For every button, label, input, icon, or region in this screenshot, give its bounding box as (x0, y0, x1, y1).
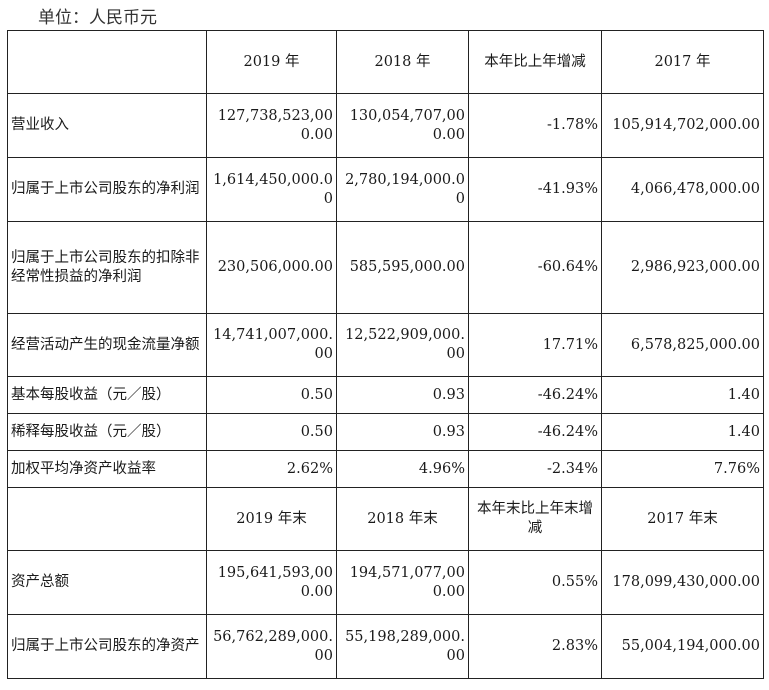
value-change: 0.55% (468, 550, 602, 615)
value-2017: 1.40 (601, 413, 764, 451)
value-change: 2.83% (468, 614, 602, 679)
value-2017: 105,914,702,000.00 (601, 93, 764, 158)
value-2019: 195,641,593,000.00 (206, 550, 337, 615)
header-2018: 2018 年 (336, 30, 469, 94)
header-row-annual: 2019 年 2018 年 本年比上年增减 2017 年 (7, 30, 764, 94)
value-2019: 230,506,000.00 (206, 221, 337, 314)
value-2017: 55,004,194,000.00 (601, 614, 764, 679)
value-change: -46.24% (468, 376, 602, 414)
header-blank-cell (7, 30, 207, 94)
value-2019: 56,762,289,000.00 (206, 614, 337, 679)
header-2019: 2019 年 (206, 30, 337, 94)
row-label: 资产总额 (7, 550, 207, 615)
value-2018: 0.93 (336, 376, 469, 414)
row-label: 稀释每股收益（元／股） (7, 413, 207, 451)
value-2017: 6,578,825,000.00 (601, 313, 764, 377)
header-blank-cell (7, 487, 207, 551)
value-2018: 55,198,289,000.00 (336, 614, 469, 679)
row-label: 经营活动产生的现金流量净额 (7, 313, 207, 377)
value-2018: 4.96% (336, 450, 469, 488)
header-2017-end: 2017 年末 (601, 487, 764, 551)
financial-summary-table: 2019 年 2018 年 本年比上年增减 2017 年 营业收入 127,73… (7, 30, 764, 679)
value-2018: 585,595,000.00 (336, 221, 469, 314)
table-row: 稀释每股收益（元／股） 0.50 0.93 -46.24% 1.40 (7, 413, 764, 451)
table-row: 归属于上市公司股东的扣除非经常性损益的净利润 230,506,000.00 58… (7, 221, 764, 314)
value-change: -1.78% (468, 93, 602, 158)
row-label: 基本每股收益（元／股） (7, 376, 207, 414)
value-2018: 194,571,077,000.00 (336, 550, 469, 615)
value-2018: 130,054,707,000.00 (336, 93, 469, 158)
table-row: 加权平均净资产收益率 2.62% 4.96% -2.34% 7.76% (7, 450, 764, 488)
table-row: 营业收入 127,738,523,000.00 130,054,707,000.… (7, 93, 764, 158)
value-change: 17.71% (468, 313, 602, 377)
header-row-year-end: 2019 年末 2018 年末 本年末比上年末增减 2017 年末 (7, 487, 764, 551)
value-2017: 2,986,923,000.00 (601, 221, 764, 314)
row-label: 归属于上市公司股东的净资产 (7, 614, 207, 679)
value-2017: 7.76% (601, 450, 764, 488)
value-2019: 2.62% (206, 450, 337, 488)
row-label: 营业收入 (7, 93, 207, 158)
value-2019: 14,741,007,000.00 (206, 313, 337, 377)
table-row: 归属于上市公司股东的净资产 56,762,289,000.00 55,198,2… (7, 614, 764, 679)
header-change: 本年比上年增减 (468, 30, 602, 94)
value-change: -46.24% (468, 413, 602, 451)
value-2018: 0.93 (336, 413, 469, 451)
table-row: 资产总额 195,641,593,000.00 194,571,077,000.… (7, 550, 764, 615)
header-2019-end: 2019 年末 (206, 487, 337, 551)
row-label: 归属于上市公司股东的扣除非经常性损益的净利润 (7, 221, 207, 314)
value-2019: 127,738,523,000.00 (206, 93, 337, 158)
row-label: 加权平均净资产收益率 (7, 450, 207, 488)
table-row: 基本每股收益（元／股） 0.50 0.93 -46.24% 1.40 (7, 376, 764, 414)
header-change-end: 本年末比上年末增减 (468, 487, 602, 551)
value-2017: 4,066,478,000.00 (601, 157, 764, 222)
header-2017: 2017 年 (601, 30, 764, 94)
value-change: -41.93% (468, 157, 602, 222)
row-label: 归属于上市公司股东的净利润 (7, 157, 207, 222)
value-2019: 1,614,450,000.00 (206, 157, 337, 222)
value-2017: 178,099,430,000.00 (601, 550, 764, 615)
value-change: -2.34% (468, 450, 602, 488)
value-2019: 0.50 (206, 413, 337, 451)
value-2019: 0.50 (206, 376, 337, 414)
value-2017: 1.40 (601, 376, 764, 414)
table-row: 经营活动产生的现金流量净额 14,741,007,000.00 12,522,9… (7, 313, 764, 377)
value-2018: 12,522,909,000.00 (336, 313, 469, 377)
value-2018: 2,780,194,000.00 (336, 157, 469, 222)
table-row: 归属于上市公司股东的净利润 1,614,450,000.00 2,780,194… (7, 157, 764, 222)
value-change: -60.64% (468, 221, 602, 314)
header-2018-end: 2018 年末 (336, 487, 469, 551)
unit-label: 单位：人民币元 (38, 8, 157, 28)
